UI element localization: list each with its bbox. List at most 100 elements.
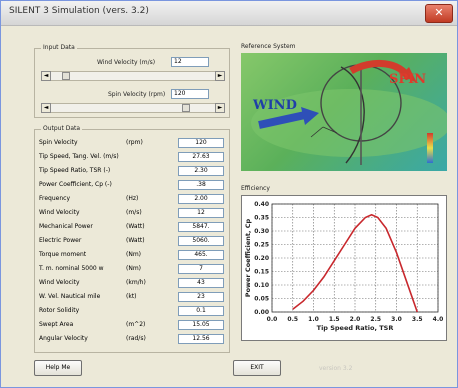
output-row: Mechanical Power (Watt) 5847. — [35, 222, 229, 233]
output-row: Electric Power (Watt) 5060. — [35, 236, 229, 247]
output-row-label: Tip Speed, Tang. Vel. (m/s) — [39, 153, 119, 160]
efficiency-chart-svg: 0.0 0.5 1.0 1.5 2.0 2.5 3.0 3.5 4.0 0.00 0.05 0.10 0… — [244, 201, 444, 332]
axis-y-icon — [322, 126, 338, 134]
output-row: Rotor Solidity 0.1 — [35, 306, 229, 317]
x-tick-label: 0.5 — [287, 316, 298, 323]
wind-text: WIND — [252, 98, 297, 113]
output-row-label: Torque moment — [39, 251, 87, 258]
input-data-label: Input Data — [41, 44, 77, 51]
x-tick-label: 4.0 — [433, 316, 444, 323]
output-row-unit: (kt) — [126, 293, 137, 300]
output-row-label: Frequency — [39, 195, 70, 202]
efficiency-label: Efficiency — [241, 185, 270, 192]
spin-slider-left-button[interactable]: ◄ — [41, 103, 51, 113]
output-row-unit: (Nm) — [126, 251, 142, 258]
efficiency-chart: 0.0 0.5 1.0 1.5 2.0 2.5 3.0 3.5 4.0 0.00 0.05 0.10 0… — [241, 195, 447, 341]
window-title: SILENT 3 Simulation (vers. 3.2) — [9, 6, 149, 16]
wind-velocity-label: Wind Velocity (m/s) — [97, 59, 156, 66]
output-row: Wind Velocity (km/h) 43 — [35, 278, 229, 289]
arrow-right-icon: ► — [217, 72, 223, 79]
y-tick-label: 0.20 — [254, 255, 269, 262]
x-tick-label: 0.0 — [267, 316, 278, 323]
output-row-value: 23 — [178, 292, 224, 302]
spin-slider-right-button[interactable]: ► — [215, 103, 225, 113]
title-bar: SILENT 3 Simulation (vers. 3.2) ✕ — [1, 1, 457, 26]
y-tick-label: 0.40 — [254, 201, 269, 208]
output-row-unit: (m^2) — [126, 321, 146, 328]
output-row-value: 465. — [178, 250, 224, 260]
input-data-group: Input Data Wind Velocity (m/s) 12 ◄ ► Sp… — [34, 44, 230, 118]
wind-slider-left-button[interactable]: ◄ — [41, 71, 51, 81]
output-row-label: Angular Velocity — [39, 335, 88, 342]
wind-slider-right-button[interactable]: ► — [215, 71, 225, 81]
spin-velocity-input[interactable]: 120 — [171, 89, 209, 99]
output-row: W. Vel. Nautical mile (kt) 23 — [35, 292, 229, 303]
output-data-label: Output Data — [41, 125, 83, 132]
reference-system-label: Reference System — [241, 43, 296, 50]
help-button[interactable]: Help Me — [34, 360, 82, 376]
output-row-label: Wind Velocity — [39, 209, 80, 216]
output-row-unit: (Hz) — [126, 195, 139, 202]
spin-velocity-label: Spin Velocity (rpm) — [108, 91, 166, 98]
close-button[interactable]: ✕ — [425, 4, 453, 23]
plot-frame — [271, 203, 439, 313]
y-tick-label: 0.15 — [254, 269, 269, 276]
output-row: Tip Speed Ratio, TSR (-) 2.30 — [35, 166, 229, 177]
axis-x-icon — [310, 126, 324, 138]
output-row-unit: (km/h) — [126, 279, 146, 286]
arrow-left-icon: ◄ — [43, 104, 49, 111]
output-row-value: 5847. — [178, 222, 224, 232]
spin-arrow-head-icon — [401, 67, 417, 83]
color-scale-bar — [427, 133, 433, 163]
output-row-value: 7 — [178, 264, 224, 274]
field-ground — [251, 89, 447, 157]
output-row-value: 5060. — [178, 236, 224, 246]
y-tick-label: 0.30 — [254, 228, 269, 235]
output-row: Angular Velocity (rad/s) 12.56 — [35, 334, 229, 345]
close-icon: ✕ — [434, 6, 444, 19]
output-row-label: Swept Area — [39, 321, 74, 328]
output-row-label: T. m. nominal 5000 w — [39, 265, 104, 272]
arrow-left-icon: ◄ — [43, 72, 49, 79]
x-tick-label: 3.5 — [412, 316, 423, 323]
y-tick-label: 0.25 — [254, 242, 269, 249]
output-row-value: 2.30 — [178, 166, 224, 176]
exit-button[interactable]: EXIT — [233, 360, 281, 376]
y-tick-label: 0.05 — [254, 296, 269, 303]
spin-velocity-slider[interactable]: ◄ ► — [41, 103, 225, 113]
output-row-label: Tip Speed Ratio, TSR (-) — [39, 167, 111, 174]
x-tick-label: 2.0 — [350, 316, 361, 323]
wind-velocity-slider[interactable]: ◄ ► — [41, 71, 225, 81]
output-row-label: Rotor Solidity — [39, 307, 80, 314]
wind-velocity-input[interactable]: 12 — [171, 57, 209, 67]
y-tick-label: 0.10 — [254, 282, 269, 289]
spin-slider-thumb[interactable] — [182, 104, 190, 112]
version-text: version 3.2 — [319, 365, 353, 372]
x-tick-label: 3.0 — [391, 316, 402, 323]
output-row-value: 12.56 — [178, 334, 224, 344]
wind-arrow-icon — [258, 111, 306, 129]
spin-text: SPIN — [389, 72, 426, 87]
turbine-rotor-blade — [340, 66, 365, 164]
output-row-value: .38 — [178, 180, 224, 190]
output-row: Tip Speed, Tang. Vel. (m/s) 27.63 — [35, 152, 229, 163]
output-row-label: Electric Power — [39, 237, 82, 244]
output-row-unit: (rpm) — [126, 139, 143, 146]
wind-arrow-head-icon — [301, 107, 319, 125]
wind-slider-thumb[interactable] — [62, 72, 70, 80]
output-row-label: Spin Velocity — [39, 139, 78, 146]
output-row-unit: (rad/s) — [126, 335, 146, 342]
output-row: Frequency (Hz) 2.00 — [35, 194, 229, 205]
output-row-label: W. Vel. Nautical mile — [39, 293, 101, 300]
output-row: Power Coefficient, Cp (-) .38 — [35, 180, 229, 191]
output-row-value: 43 — [178, 278, 224, 288]
cp-curve-line — [292, 213, 419, 313]
x-axis-label: Tip Speed Ratio, TSR — [317, 324, 394, 332]
output-row: T. m. nominal 5000 w (Nm) 7 — [35, 264, 229, 275]
reference-system-view: SPIN WIND — [241, 53, 447, 171]
output-row-unit: (m/s) — [126, 209, 142, 216]
y-axis-label: Power Coefficient, Cp — [244, 218, 252, 297]
output-row: Spin Velocity (rpm) 120 — [35, 138, 229, 149]
output-row: Swept Area (m^2) 15.05 — [35, 320, 229, 331]
